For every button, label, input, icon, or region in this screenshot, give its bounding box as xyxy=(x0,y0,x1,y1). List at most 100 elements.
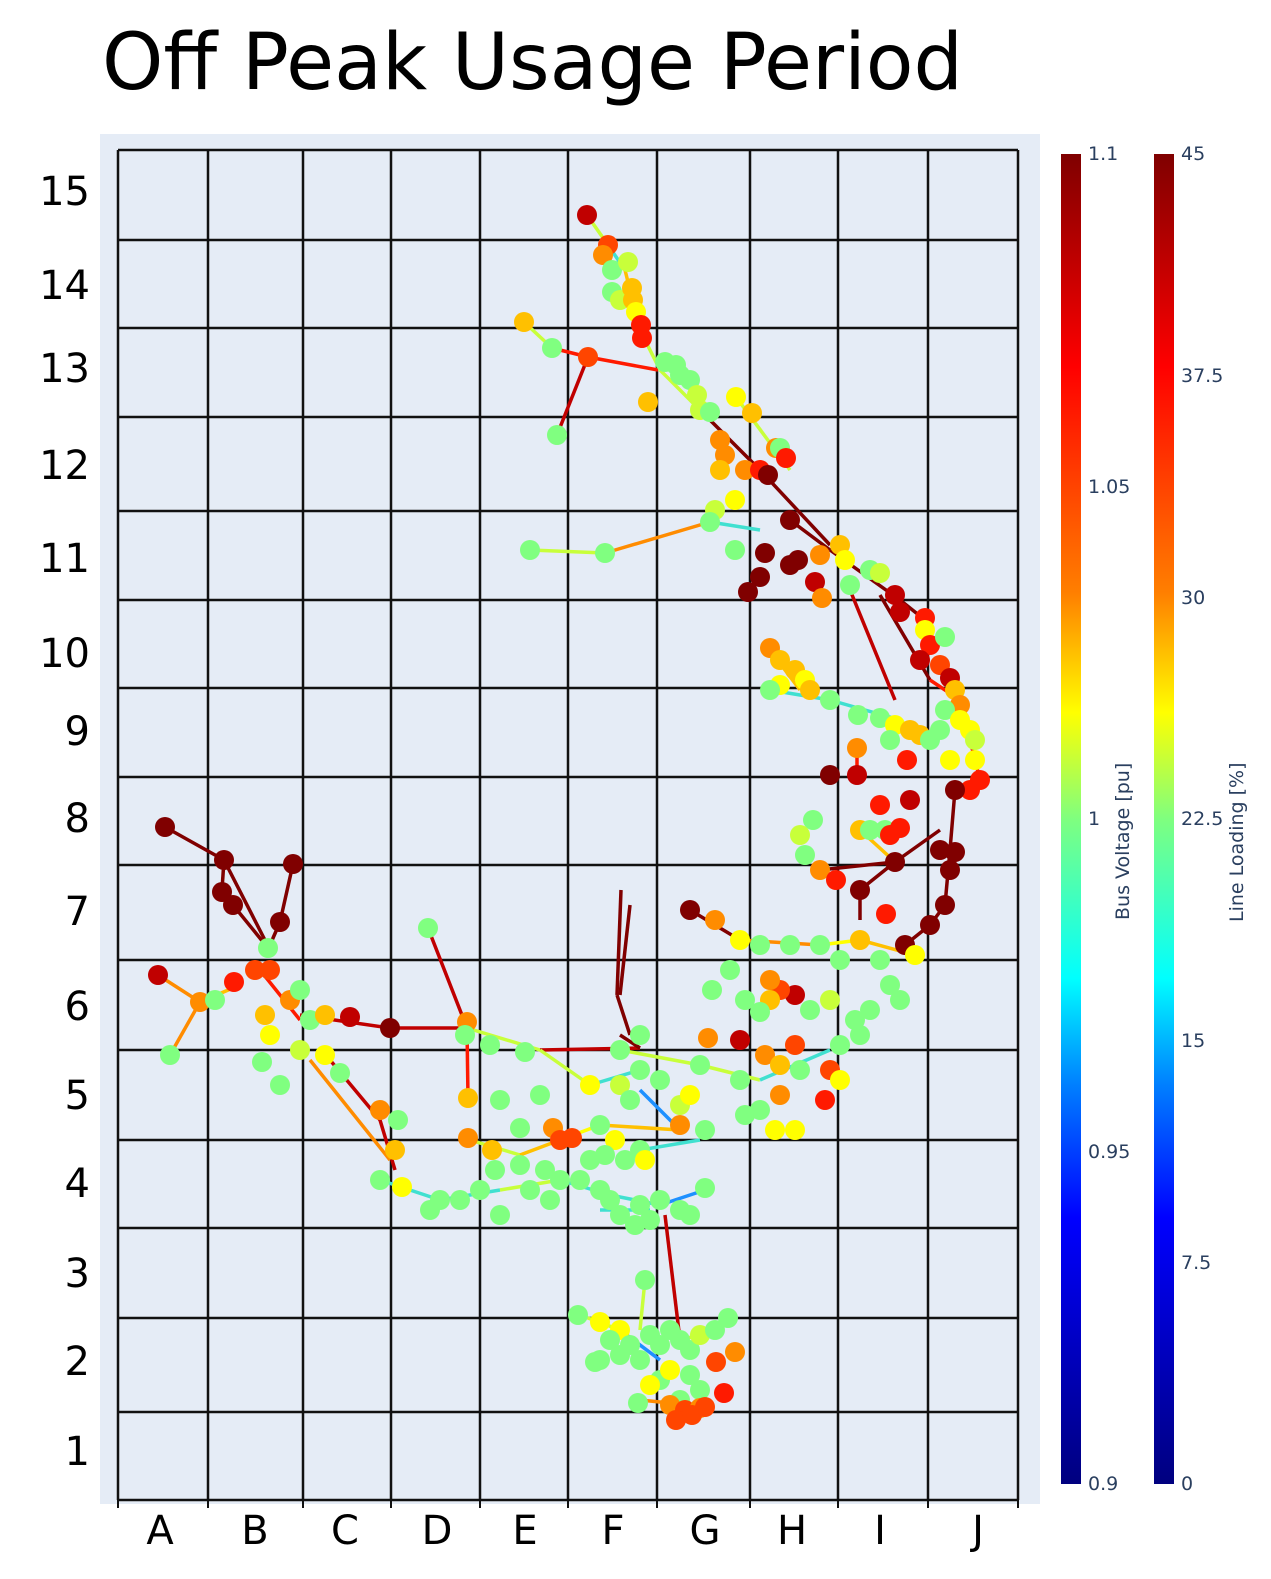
bus-node xyxy=(585,1352,605,1372)
bus-node xyxy=(735,990,755,1010)
line-tick-6: 0 xyxy=(1181,1473,1194,1495)
bus-node xyxy=(812,588,832,608)
bus-node xyxy=(860,820,880,840)
y-tick-11: 11 xyxy=(39,536,90,582)
line-edge xyxy=(708,418,762,472)
bus-node xyxy=(770,1085,790,1105)
bus-node xyxy=(726,387,746,407)
bus-node xyxy=(935,700,955,720)
bus-node xyxy=(650,1070,670,1090)
bus-tick-0: 1.1 xyxy=(1088,143,1119,165)
bus-node xyxy=(840,575,860,595)
bus-node xyxy=(835,550,855,570)
bus-node xyxy=(695,1178,715,1198)
chart-title: Off Peak Usage Period xyxy=(102,18,963,108)
bus-node xyxy=(666,1410,686,1430)
bus-node xyxy=(510,1155,530,1175)
bus-node xyxy=(695,1397,715,1417)
bus-node xyxy=(905,945,925,965)
line-edge xyxy=(699,1063,761,1082)
y-tick-14: 14 xyxy=(39,263,90,309)
bus-node xyxy=(330,1063,350,1083)
y-tick-3: 3 xyxy=(64,1251,90,1297)
bus-node xyxy=(820,690,840,710)
bus-node xyxy=(810,860,830,880)
bus-node xyxy=(706,1352,726,1372)
bus-node xyxy=(965,750,985,770)
bus-node xyxy=(730,1070,750,1090)
bus-node xyxy=(687,385,707,405)
bus-node xyxy=(550,1170,570,1190)
bus-node xyxy=(755,1045,775,1065)
bus-node xyxy=(876,904,896,924)
bus-node xyxy=(205,990,225,1010)
bus-node xyxy=(418,918,438,938)
bus-node xyxy=(730,930,750,950)
bus-node xyxy=(920,635,940,655)
bus-node xyxy=(960,780,980,800)
line-edge xyxy=(426,927,469,1029)
bus-node xyxy=(635,1150,655,1170)
line-edge xyxy=(615,889,623,996)
bus-node xyxy=(490,1090,510,1110)
line-tick-5: 7.5 xyxy=(1181,1252,1212,1274)
bus-node xyxy=(935,895,955,915)
bus-node xyxy=(788,550,808,570)
bus-node xyxy=(785,1035,805,1055)
line-edge xyxy=(529,548,606,555)
bus-node xyxy=(650,1190,670,1210)
bus-node xyxy=(790,825,810,845)
bus-node xyxy=(223,895,243,915)
bus-node xyxy=(897,750,917,770)
y-tick-4: 4 xyxy=(64,1161,90,1207)
bus-node xyxy=(698,1028,718,1048)
bus-node xyxy=(705,1320,725,1340)
bus-node xyxy=(258,938,278,958)
bus-node xyxy=(370,1100,390,1120)
bus-node xyxy=(820,765,840,785)
line-edge xyxy=(948,789,957,851)
bus-node xyxy=(800,680,820,700)
bus-node xyxy=(590,1115,610,1135)
x-tick-C: C xyxy=(331,1508,359,1554)
bus-node xyxy=(214,850,234,870)
bus-node xyxy=(315,1045,335,1065)
bus-node xyxy=(714,1383,734,1403)
x-tick-A: A xyxy=(146,1508,174,1554)
bus-node xyxy=(830,1070,850,1090)
x-tick-H: H xyxy=(776,1508,808,1554)
bus-node xyxy=(758,465,778,485)
bus-node xyxy=(155,817,175,837)
line-edge xyxy=(615,994,632,1036)
bus-node xyxy=(593,245,613,265)
bus-node xyxy=(260,1025,280,1045)
bus-node xyxy=(705,910,725,930)
y-tick-13: 13 xyxy=(39,346,90,392)
bus-node xyxy=(615,1150,635,1170)
bus-node xyxy=(880,825,900,845)
bus-node xyxy=(580,1075,600,1095)
bus-node xyxy=(578,347,598,367)
bus-node xyxy=(370,1170,390,1190)
line-tick-1: 37.5 xyxy=(1181,365,1224,387)
bus-node xyxy=(458,1088,478,1108)
bus-node xyxy=(940,750,960,770)
bus-node xyxy=(850,880,870,900)
bus-node xyxy=(542,338,562,358)
bus-node xyxy=(392,1177,412,1197)
line-edge xyxy=(439,1188,501,1202)
bus-node xyxy=(540,1190,560,1210)
bus-node xyxy=(190,992,210,1012)
bus-node xyxy=(490,1205,510,1225)
bus-node xyxy=(628,1393,648,1413)
bus-node xyxy=(695,1120,715,1140)
y-tick-6: 6 xyxy=(64,984,90,1030)
bus-node xyxy=(610,1075,630,1095)
bus-node xyxy=(890,990,910,1010)
bus-node xyxy=(760,680,780,700)
bus-voltage-title: Bus Voltage [pu] xyxy=(1112,762,1134,920)
bus-node xyxy=(255,1005,275,1025)
bus-node xyxy=(795,845,815,865)
bus-node xyxy=(702,980,722,1000)
bus-node xyxy=(945,780,965,800)
